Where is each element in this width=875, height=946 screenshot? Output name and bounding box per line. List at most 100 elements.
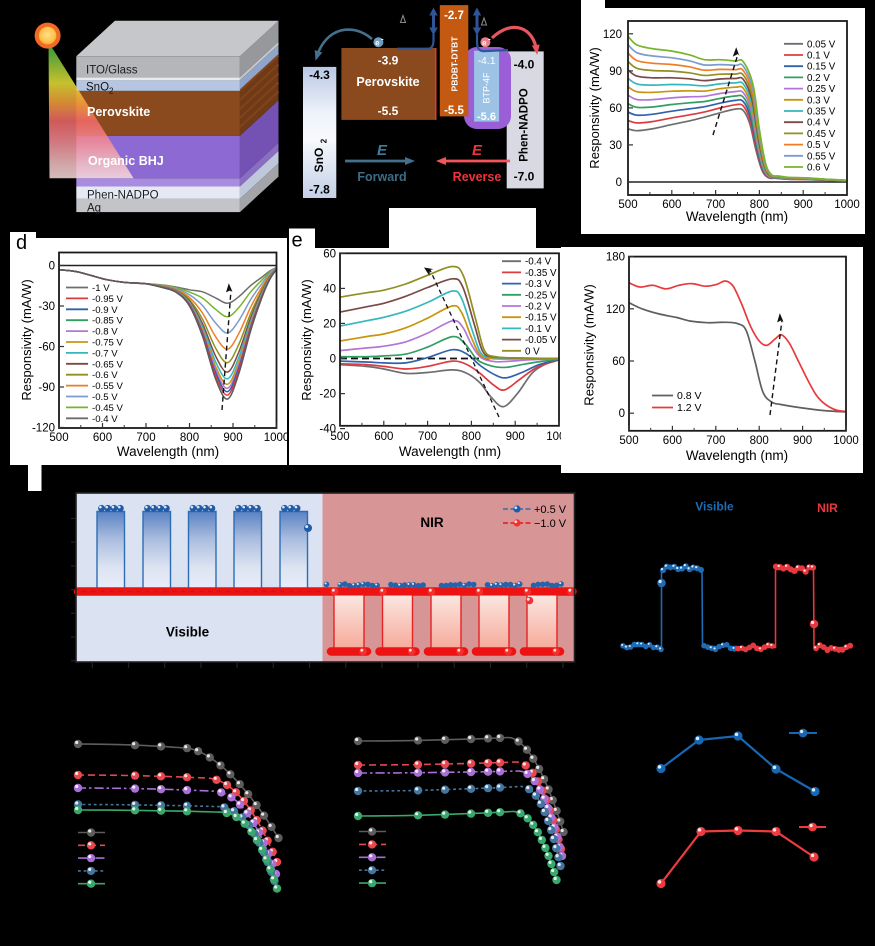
svg-text:60: 60 (612, 356, 625, 368)
svg-text:-0.4 V: -0.4 V (92, 414, 118, 425)
svg-text:Reverse: Reverse (453, 170, 502, 184)
svg-text:700: 700 (136, 432, 155, 444)
svg-text:-0.8 V: -0.8 V (92, 327, 118, 338)
svg-text:0.8 V: 0.8 V (677, 390, 702, 402)
svg-text:e: e (375, 38, 380, 47)
svg-text:Responsivity (mA/W): Responsivity (mA/W) (299, 279, 314, 400)
svg-text:-0.75 V: -0.75 V (92, 338, 124, 349)
svg-text:Phen-NADPO: Phen-NADPO (519, 88, 531, 162)
svg-text:1000: 1000 (264, 432, 290, 444)
svg-text:0.15 V: 0.15 V (807, 62, 836, 73)
svg-text:700: 700 (706, 199, 725, 211)
svg-text:-5.5: -5.5 (444, 105, 464, 117)
svg-text:-0.5 V: -0.5 V (92, 392, 118, 403)
svg-text:900: 900 (793, 435, 812, 447)
svg-text:SnO: SnO (312, 148, 326, 173)
svg-text:0.2 V: 0.2 V (807, 73, 830, 84)
svg-text:Responsivity (mA/W): Responsivity (mA/W) (19, 279, 34, 400)
svg-text:0.5 V: 0.5 V (807, 140, 830, 151)
svg-text:900: 900 (506, 431, 525, 443)
svg-text:700: 700 (418, 431, 437, 443)
svg-text:500: 500 (619, 435, 638, 447)
svg-text:0.1 V: 0.1 V (807, 51, 830, 62)
svg-text:600: 600 (662, 199, 681, 211)
svg-text:700: 700 (706, 435, 725, 447)
svg-text:E: E (377, 142, 388, 159)
svg-text:Responsivity (mA/W): Responsivity (mA/W) (582, 284, 597, 405)
svg-text:-0.7 V: -0.7 V (92, 348, 118, 359)
svg-text:NIR: NIR (817, 501, 838, 515)
svg-text:-60: -60 (38, 342, 55, 354)
svg-text:e: e (482, 38, 487, 47)
svg-text:E: E (472, 142, 483, 159)
svg-text:e: e (292, 230, 303, 252)
svg-text:2: 2 (109, 87, 114, 96)
svg-text:-0.9 V: -0.9 V (92, 305, 118, 316)
svg-text:-0.05 V: -0.05 V (525, 335, 557, 346)
svg-text:60: 60 (609, 103, 622, 115)
svg-text:-0.3 V: -0.3 V (525, 279, 552, 290)
svg-text:0.25 V: 0.25 V (807, 84, 836, 95)
svg-text:0.3 V: 0.3 V (807, 95, 830, 106)
svg-text:-5.5: -5.5 (378, 104, 399, 118)
svg-text:800: 800 (462, 431, 481, 443)
svg-text:-0.55 V: -0.55 V (92, 381, 124, 392)
svg-text:-0.4 V: -0.4 V (525, 257, 552, 268)
svg-text:ITO/Glass: ITO/Glass (86, 65, 138, 77)
svg-text:PBDBT-DTBT: PBDBT-DTBT (450, 36, 460, 92)
svg-text:1000: 1000 (834, 199, 860, 211)
svg-text:-0.45 V: -0.45 V (92, 403, 124, 414)
svg-text:1.2 V: 1.2 V (677, 402, 702, 414)
svg-text:Visible: Visible (166, 625, 210, 640)
svg-text:-4.0: -4.0 (514, 58, 535, 72)
svg-text:Wavelength (nm): Wavelength (nm) (399, 444, 501, 459)
svg-text:0.55 V: 0.55 V (807, 151, 836, 162)
svg-text:Organic BHJ: Organic BHJ (88, 154, 164, 168)
svg-text:120: 120 (603, 29, 622, 41)
svg-text:800: 800 (180, 432, 199, 444)
svg-text:-7.8: -7.8 (309, 183, 330, 197)
svg-text:-7.0: -7.0 (514, 170, 535, 184)
svg-text:0.05 V: 0.05 V (807, 39, 836, 50)
svg-text:-0.25 V: -0.25 V (525, 290, 557, 301)
svg-text:900: 900 (794, 199, 813, 211)
svg-text:500: 500 (49, 432, 68, 444)
svg-text:800: 800 (750, 199, 769, 211)
svg-text:Perovskite: Perovskite (356, 75, 419, 89)
svg-text:-40: -40 (319, 424, 336, 436)
svg-text:-0.2 V: -0.2 V (525, 302, 552, 313)
svg-text:Perovskite: Perovskite (87, 105, 150, 119)
svg-text:500: 500 (618, 199, 637, 211)
svg-text:0.4 V: 0.4 V (807, 118, 830, 129)
svg-text:-0.65 V: -0.65 V (92, 359, 124, 370)
svg-text:20: 20 (323, 318, 336, 330)
svg-text:0: 0 (616, 177, 622, 189)
svg-text:800: 800 (750, 435, 769, 447)
svg-text:0.45 V: 0.45 V (807, 129, 836, 140)
svg-text:Forward: Forward (357, 170, 406, 184)
svg-text:-0.85 V: -0.85 V (92, 316, 124, 327)
svg-text:d: d (16, 232, 27, 254)
svg-text:-0.6 V: -0.6 V (92, 370, 118, 381)
svg-text:Responsivity (mA/W): Responsivity (mA/W) (587, 47, 602, 168)
svg-text:2: 2 (320, 138, 329, 143)
svg-text:0.35 V: 0.35 V (807, 107, 836, 118)
svg-text:60: 60 (323, 248, 336, 260)
svg-text:90: 90 (609, 66, 622, 78)
svg-text:-0.15 V: -0.15 V (525, 313, 557, 324)
svg-text:NIR: NIR (420, 515, 444, 530)
svg-text:-0.1 V: -0.1 V (525, 324, 552, 335)
svg-text:180: 180 (606, 252, 625, 264)
svg-text:-90: -90 (38, 382, 55, 394)
svg-text:BTP-4F: BTP-4F (482, 72, 492, 104)
svg-text:−1.0 V: −1.0 V (534, 518, 567, 530)
svg-text:SnO: SnO (86, 82, 109, 94)
svg-text:0.6 V: 0.6 V (807, 163, 830, 174)
svg-text:Visible: Visible (695, 500, 734, 514)
svg-text:-2.7: -2.7 (444, 10, 464, 22)
svg-text:0: 0 (619, 408, 625, 420)
svg-text:Wavelength (nm): Wavelength (nm) (117, 444, 219, 459)
svg-text:120: 120 (606, 304, 625, 316)
svg-text:-0.95 V: -0.95 V (92, 294, 124, 305)
svg-text:-0.35 V: -0.35 V (525, 268, 557, 279)
